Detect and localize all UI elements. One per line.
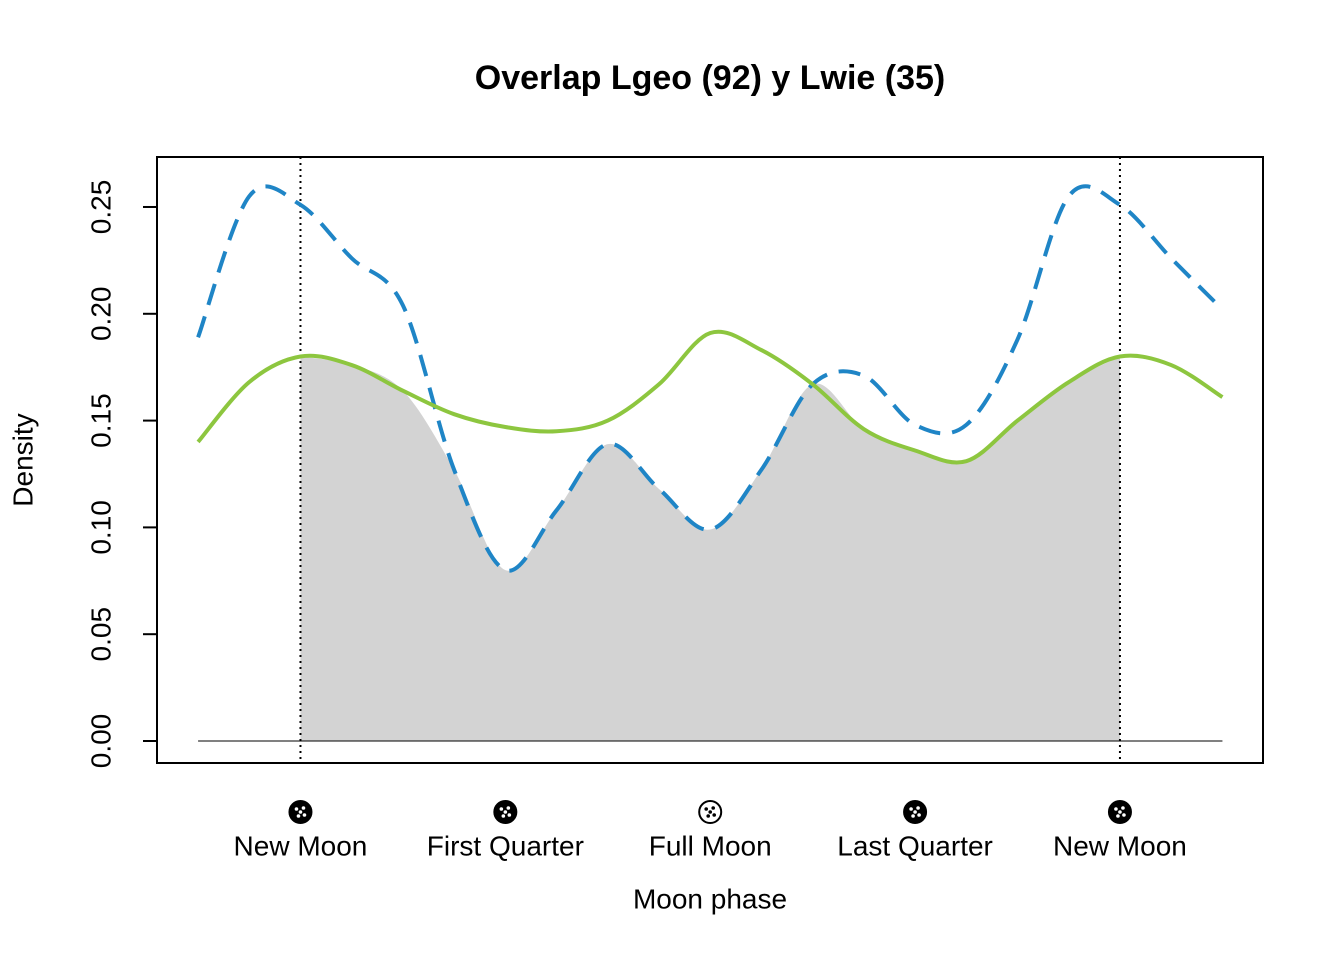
moon-icon xyxy=(698,800,723,824)
moon-crater xyxy=(302,813,307,817)
moon-crater xyxy=(909,807,913,811)
plot-frame xyxy=(156,156,1264,764)
y-tick-label: 0.05 xyxy=(85,607,116,662)
x-tick-label: New Moon xyxy=(1053,830,1187,861)
moon-crater xyxy=(507,813,512,817)
y-axis-label: Density xyxy=(7,413,38,506)
moon-icon xyxy=(903,800,928,824)
y-tick-label: 0.00 xyxy=(85,714,116,769)
moon-crater xyxy=(503,810,508,814)
moon-crater xyxy=(911,814,915,818)
moon-crater xyxy=(917,813,921,817)
moon-crater xyxy=(1118,810,1122,814)
x-tick-label: Full Moon xyxy=(649,830,772,861)
moon-crater xyxy=(501,814,506,818)
moon-crater xyxy=(499,807,504,811)
series-line xyxy=(196,184,1224,573)
moon-crater xyxy=(1121,806,1125,810)
moon-crater xyxy=(708,810,713,814)
moon-crater xyxy=(706,814,711,818)
moon-icon xyxy=(493,800,518,824)
x-axis-label: Moon phase xyxy=(633,883,787,914)
moon-crater xyxy=(704,807,709,811)
chart-title: Overlap Lgeo (92) y Lwie (35) xyxy=(475,59,945,97)
x-tick-label: Last Quarter xyxy=(837,830,993,861)
x-tick-label: First Quarter xyxy=(427,830,584,861)
moon-crater xyxy=(296,814,301,818)
moon-crater xyxy=(712,813,717,817)
x-tick-label: New Moon xyxy=(234,830,368,861)
moon-crater xyxy=(913,810,917,814)
moon-crater xyxy=(1114,807,1118,811)
y-tick-label: 0.15 xyxy=(85,393,116,448)
moon-crater xyxy=(301,806,306,810)
moon-crater xyxy=(711,806,716,810)
moon-crater xyxy=(1116,814,1120,818)
moon-crater xyxy=(916,806,920,810)
series-line xyxy=(196,329,1224,465)
overlap-area xyxy=(300,356,1120,741)
y-tick-label: 0.25 xyxy=(85,180,116,235)
y-tick-label: 0.10 xyxy=(85,500,116,555)
moon-crater xyxy=(1122,813,1126,817)
moon-crater xyxy=(506,806,511,810)
moon-icon xyxy=(1107,800,1132,824)
y-tick-label: 0.20 xyxy=(85,287,116,342)
moon-crater xyxy=(294,807,299,811)
moon-icon xyxy=(288,800,313,824)
moon-crater xyxy=(298,810,303,814)
